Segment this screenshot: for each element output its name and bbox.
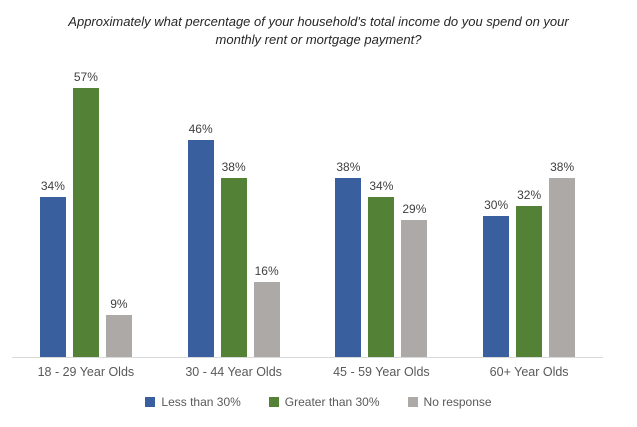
- legend-item: Greater than 30%: [268, 395, 380, 410]
- chart-title: Approximately what percentage of your ho…: [68, 14, 569, 47]
- bar: 29%: [401, 202, 428, 358]
- bar-value-label: 30%: [484, 198, 509, 213]
- bar-value-label: 32%: [517, 188, 542, 203]
- bar-value-label: 34%: [40, 179, 65, 194]
- bar: 34%: [39, 179, 66, 358]
- legend: Less than 30% Greater than 30% No response: [0, 395, 637, 409]
- legend-label: Less than 30%: [161, 395, 241, 410]
- bar-value-label: 38%: [550, 160, 575, 175]
- category-label: 30 - 44 Year Olds: [185, 365, 282, 380]
- bar-group: 34% 57% 9%: [12, 60, 160, 358]
- bar: 57%: [72, 70, 99, 358]
- bar-value-label: 16%: [254, 264, 279, 279]
- plot-area: 34% 57% 9% 46% 38% 16% 38% 34% 29% 30% 32% 38%: [12, 60, 603, 359]
- x-axis-labels: 18 - 29 Year Olds 30 - 44 Year Olds 45 - 5…: [12, 358, 603, 379]
- bar: 32%: [516, 188, 543, 358]
- legend-item: No response: [407, 395, 492, 410]
- category-label: 45 - 59 Year Olds: [333, 365, 430, 380]
- category-label: 18 - 29 Year Olds: [37, 365, 135, 380]
- bar-value-label: 38%: [336, 160, 361, 175]
- bar: 16%: [253, 264, 280, 358]
- bar: 46%: [187, 122, 214, 358]
- bar: 38%: [220, 160, 247, 358]
- legend-swatch: [407, 397, 418, 408]
- legend-swatch: [145, 397, 156, 408]
- bar-value-label: 9%: [110, 297, 128, 312]
- category-label: 60+ Year Olds: [489, 365, 569, 380]
- bar: 38%: [549, 160, 576, 358]
- bar: 34%: [368, 179, 395, 358]
- bar-group: 38% 34% 29%: [308, 60, 456, 358]
- bar-group: 46% 38% 16%: [160, 60, 308, 358]
- bar: 9%: [105, 297, 132, 358]
- legend-item: Less than 30%: [145, 395, 241, 410]
- bar: 38%: [335, 160, 362, 358]
- legend-label: No response: [423, 395, 492, 410]
- bar-value-label: 29%: [402, 202, 427, 217]
- bar: 30%: [483, 198, 510, 358]
- bar-value-label: 46%: [188, 122, 213, 137]
- bar-value-label: 38%: [221, 160, 246, 175]
- bar-group: 30% 32% 38%: [455, 60, 603, 358]
- legend-swatch: [268, 397, 279, 408]
- bar-value-label: 34%: [369, 179, 394, 194]
- bar-value-label: 57%: [73, 70, 98, 85]
- legend-label: Greater than 30%: [284, 395, 380, 410]
